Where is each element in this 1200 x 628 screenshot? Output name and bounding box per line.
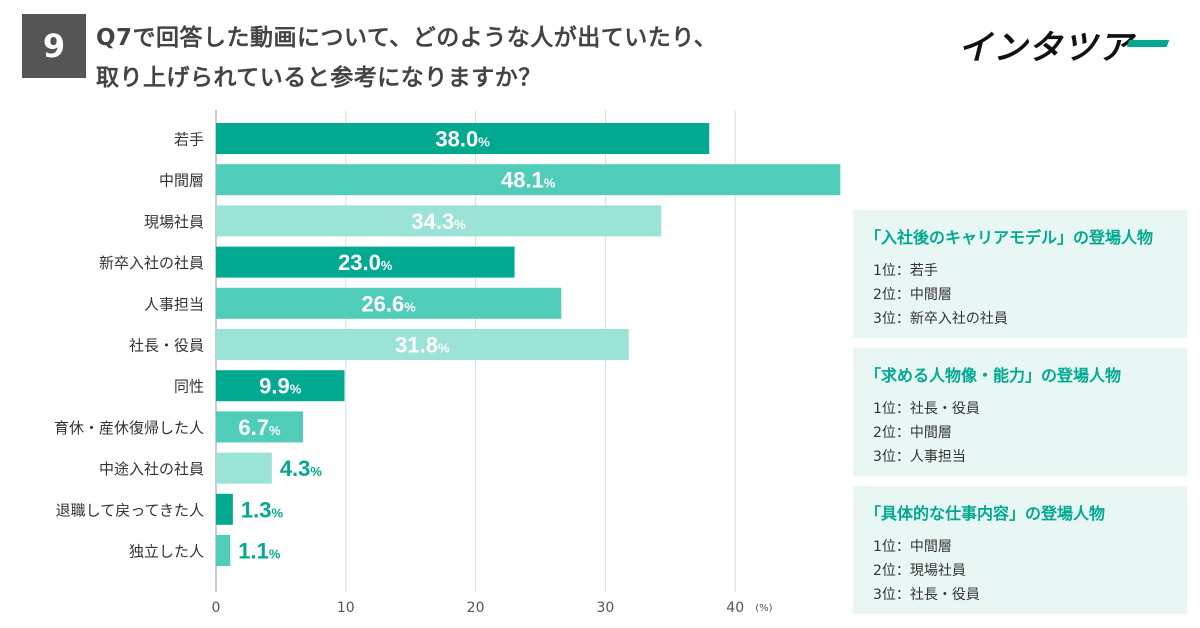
x-tick-label: 20 xyxy=(467,600,485,616)
bar-value-label: 6.7% xyxy=(238,415,281,440)
bar-value-label: 31.8% xyxy=(395,333,450,358)
bar-value-label: 23.0% xyxy=(338,250,393,275)
info-panel-ideal-candidate: 「求める人物像・能力」の登場人物 1位：社長・役員 2位：中間層 3位：人事担当 xyxy=(853,348,1187,476)
category-label: 人事担当 xyxy=(144,295,204,313)
info-panel-rank-1: 1位：社長・役員 xyxy=(873,401,980,417)
bar xyxy=(216,246,515,278)
bar-value-label: 38.0% xyxy=(435,127,490,152)
info-panel-title: 「求める人物像・能力」の登場人物 xyxy=(865,366,1122,385)
question-title-line-2: 取り上げられていると参考になりますか？ xyxy=(96,65,542,91)
brand-logo-text: インタツア xyxy=(958,28,1133,68)
bar xyxy=(216,123,710,154)
x-tick-label: 40 xyxy=(726,600,744,616)
category-label: 同性 xyxy=(174,378,204,396)
bar xyxy=(216,370,345,402)
info-panel-title: 「入社後のキャリアモデル」の登場人物 xyxy=(865,228,1154,247)
info-panel-job-content: 「具体的な仕事内容」の登場人物 1位：中間層 2位：現場社員 3位：社長・役員 xyxy=(853,486,1187,614)
bar xyxy=(216,411,303,443)
info-panel-career-model: 「入社後のキャリアモデル」の登場人物 1位：若手 2位：中間層 3位：新卒入社の… xyxy=(853,210,1187,338)
category-label: 中間層 xyxy=(159,172,204,190)
info-panel-title: 「具体的な仕事内容」の登場人物 xyxy=(865,504,1106,523)
category-label: 退職して戻ってきた人 xyxy=(56,501,204,519)
info-panel-rank-2: 2位：中間層 xyxy=(873,287,952,303)
bar-value-label: 1.1% xyxy=(238,539,281,564)
bar xyxy=(216,329,629,360)
info-panel-rank-2: 2位：現場社員 xyxy=(873,563,966,579)
bar xyxy=(216,535,231,566)
info-panel-rank-1: 1位：若手 xyxy=(873,263,938,279)
bar xyxy=(216,205,662,237)
bar xyxy=(216,452,272,484)
category-label: 新卒入社の社員 xyxy=(99,254,204,272)
x-tick-label: 0 xyxy=(212,600,221,616)
category-label: 独立した人 xyxy=(129,543,204,561)
category-label: 社長・役員 xyxy=(129,337,204,355)
question-title-line-1: Q7で回答した動画について、どのような人が出ていたり、 xyxy=(96,25,718,51)
category-label: 若手 xyxy=(174,131,204,149)
info-panel-rank-3: 3位：新卒入社の社員 xyxy=(873,311,1008,327)
info-panel-rank-3: 3位：人事担当 xyxy=(873,449,966,465)
question-number-badge: 9 xyxy=(22,14,86,78)
bar-value-label: 9.9% xyxy=(259,374,302,399)
bar-value-label: 4.3% xyxy=(280,456,323,481)
bar-value-label: 48.1% xyxy=(501,168,556,193)
category-label: 育休・産休復帰した人 xyxy=(54,419,204,437)
bar-value-label: 34.3% xyxy=(411,209,466,234)
info-panel-rank-3: 3位：社長・役員 xyxy=(873,587,980,603)
category-label: 中途入社の社員 xyxy=(99,460,204,478)
x-tick-label: 30 xyxy=(596,600,614,616)
bar xyxy=(216,164,841,196)
x-unit-label: (%) xyxy=(755,603,772,614)
bar-value-label: 26.6% xyxy=(361,291,416,316)
bar xyxy=(216,287,562,319)
bar xyxy=(216,493,233,525)
x-tick-label: 10 xyxy=(337,600,355,616)
category-label: 現場社員 xyxy=(144,213,204,231)
info-panel-rank-1: 1位：中間層 xyxy=(873,539,952,555)
bar-value-label: 1.3% xyxy=(241,497,284,522)
info-panel-rank-2: 2位：中間層 xyxy=(873,425,952,441)
